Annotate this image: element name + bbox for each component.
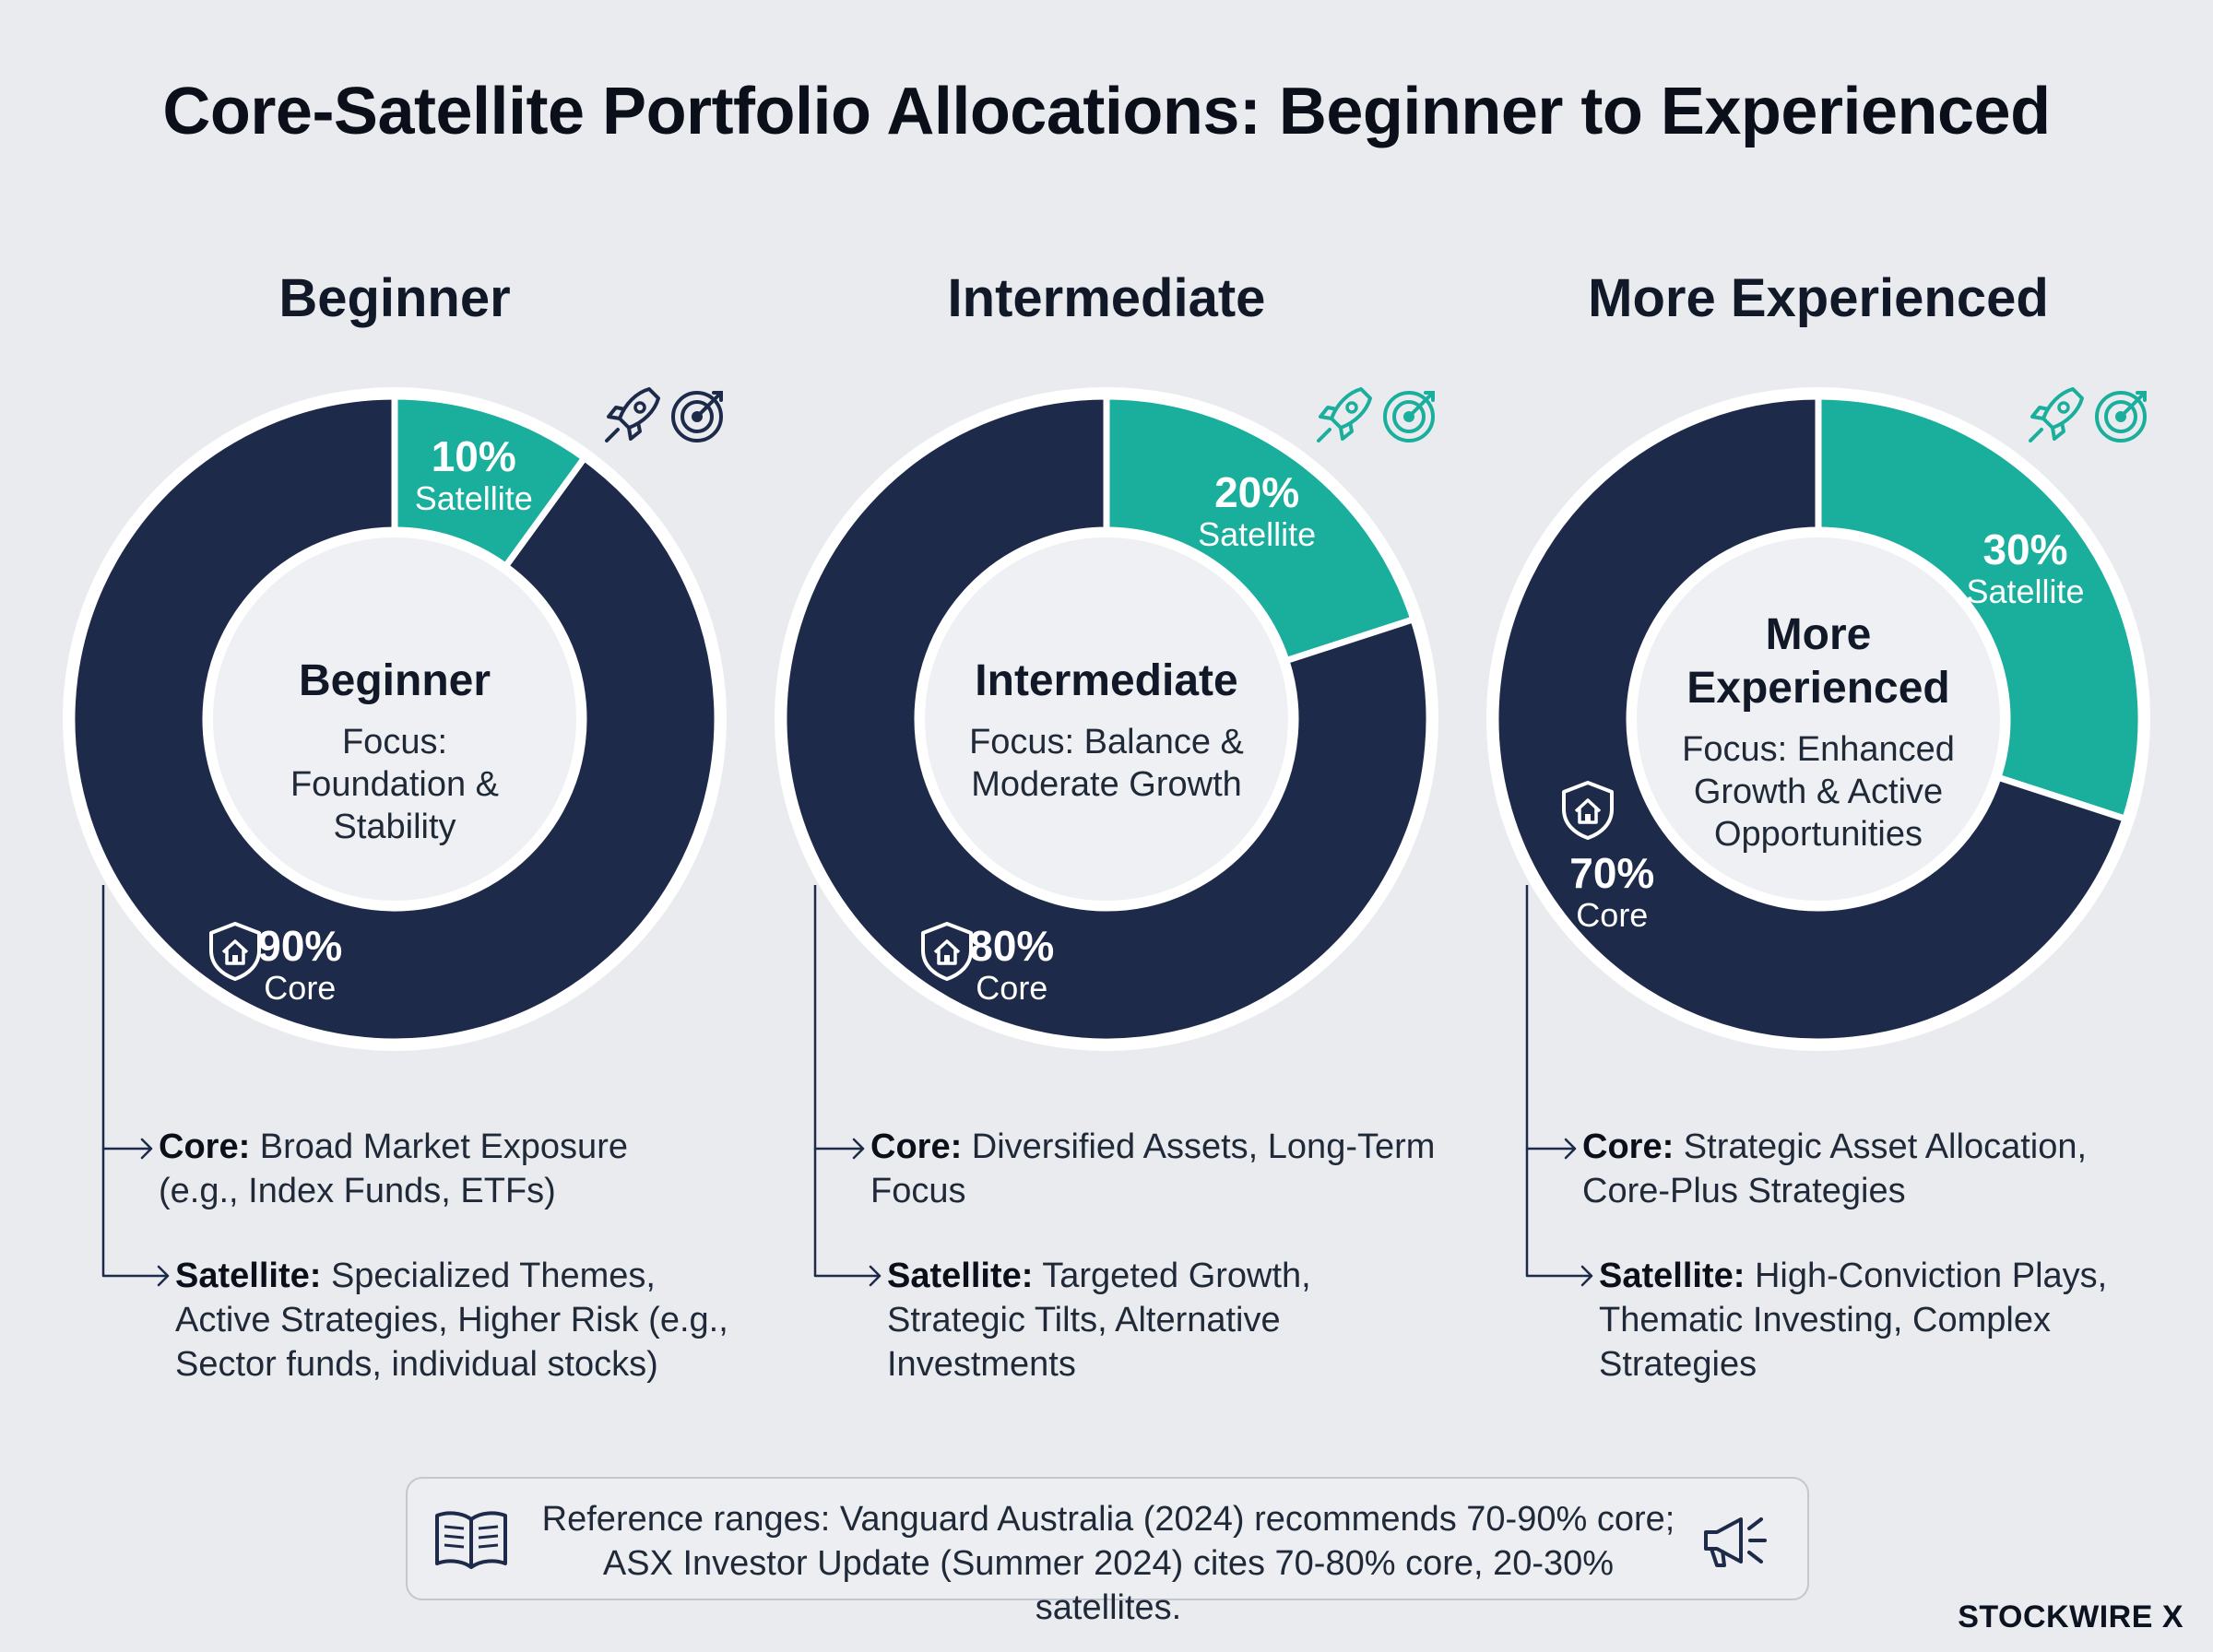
arrow-right-icon <box>1525 1265 1593 1287</box>
slice-name: Core <box>264 969 337 1008</box>
core-description: Core: Broad Market Exposure (e.g., Index… <box>159 1127 628 1210</box>
shield-home-icon <box>209 922 262 982</box>
arrow-right-icon <box>1525 1138 1577 1160</box>
satellite-description: Satellite: High-Conviction Plays, Themat… <box>1599 1257 2108 1384</box>
reference-box: Reference ranges: Vanguard Australia (20… <box>406 1477 1809 1627</box>
slice-name: Satellite <box>1966 572 2085 610</box>
rocket-icon <box>2029 387 2084 442</box>
donut-chart <box>775 387 1438 1051</box>
center-title: Beginner <box>298 656 491 705</box>
column-heading: Intermediate <box>947 268 1266 328</box>
megaphone-icon <box>1704 1517 1767 1567</box>
rocket-target-icons <box>2029 387 2147 442</box>
rocket-icon <box>605 387 660 442</box>
slice-name: Satellite <box>1198 515 1317 554</box>
slice-name: Core <box>976 969 1048 1008</box>
slice-value: 80% <box>969 922 1055 971</box>
connector-lines <box>101 885 170 1287</box>
core-lead: Core: <box>870 1127 963 1166</box>
shield-home-icon <box>921 922 974 982</box>
slice-value: 30% <box>1982 525 2068 573</box>
donut-center: More Experienced Focus: Enhanced Growth &… <box>1680 608 1957 856</box>
connector-lines <box>813 885 882 1287</box>
rocket-icon <box>1317 387 1372 442</box>
slice-label-satellite: 30% Satellite <box>1915 526 2136 611</box>
slice-label-satellite: 20% Satellite <box>1146 469 1367 554</box>
center-focus: Focus: Enhanced Growth & Active Opportun… <box>1682 730 1955 854</box>
core-lead: Core: <box>159 1127 251 1166</box>
column-heading: More Experienced <box>1588 268 2049 328</box>
center-title: More Experienced <box>1686 610 1950 713</box>
donut-chart <box>1486 387 2150 1051</box>
reference-line-1: Reference ranges: Vanguard Australia (20… <box>541 1500 1675 1539</box>
slice-value: 70% <box>1569 848 1655 897</box>
slice-name: Satellite <box>414 479 533 518</box>
core-description: Core: Diversified Assets, Long-Term Focu… <box>870 1127 1436 1210</box>
target-icon <box>2095 391 2147 442</box>
slice-value: 90% <box>257 922 343 971</box>
satellite-lead: Satellite: <box>1599 1257 1746 1295</box>
slice-label-satellite: 10% Satellite <box>363 433 585 518</box>
donut-hole <box>1629 530 2007 908</box>
connector-lines <box>1525 885 1593 1287</box>
donut-center: Beginner Focus: Foundation & Stability <box>256 655 533 848</box>
slice-name: Core <box>1576 895 1649 934</box>
donut-hole <box>206 530 584 908</box>
slice-value: 10% <box>431 432 516 481</box>
allocation-column-1: Intermediate 20% Satellite 80% Core Intermedi… <box>756 0 1457 1438</box>
brand-logo: STOCKWIRE X <box>1958 1599 2183 1634</box>
page-title: Core-Satellite Portfolio Allocations: Be… <box>162 75 2051 148</box>
center-focus: Focus: Foundation & Stability <box>290 723 500 846</box>
reference-line-2: ASX Investor Update (Summer 2024) cites … <box>602 1544 1615 1627</box>
core-description: Core: Strategic Asset Allocation, Core-P… <box>1582 1127 2088 1210</box>
arrow-right-icon <box>813 1265 882 1287</box>
allocation-column-0: Beginner 10% Satellite 90% Core Beginner Focus… <box>44 0 745 1438</box>
satellite-description: Satellite: Specialized Themes, Active St… <box>175 1257 728 1384</box>
center-title: Intermediate <box>975 656 1238 705</box>
arrow-right-icon <box>101 1265 170 1287</box>
satellite-lead: Satellite: <box>175 1257 322 1295</box>
reference-text: Reference ranges: Vanguard Australia (20… <box>537 1497 1680 1630</box>
arrow-right-icon <box>101 1138 153 1160</box>
column-heading: Beginner <box>278 268 511 328</box>
book-icon <box>435 1511 507 1569</box>
target-icon <box>1383 391 1435 442</box>
satellite-lead: Satellite: <box>887 1257 1034 1295</box>
shield-home-icon <box>1562 780 1615 840</box>
slice-label-core: 90% Core <box>189 923 410 1008</box>
slice-label-core: 70% Core <box>1501 850 1722 935</box>
center-focus: Focus: Balance & Moderate Growth <box>969 723 1244 804</box>
rocket-target-icons <box>1317 387 1435 442</box>
target-icon <box>671 391 723 442</box>
donut-hole <box>917 530 1296 908</box>
slice-label-core: 80% Core <box>901 923 1122 1008</box>
satellite-description: Satellite: Targeted Growth, Strategic Ti… <box>887 1257 1311 1384</box>
allocation-column-2: More Experienced 30% Satellite 70% Core More … <box>1468 0 2169 1438</box>
arrow-right-icon <box>813 1138 865 1160</box>
donut-chart <box>63 387 727 1051</box>
core-lead: Core: <box>1582 1127 1675 1166</box>
slice-value: 20% <box>1214 468 1300 517</box>
donut-center: Intermediate Focus: Balance & Moderate Gr… <box>968 655 1245 806</box>
rocket-target-icons <box>605 387 723 442</box>
